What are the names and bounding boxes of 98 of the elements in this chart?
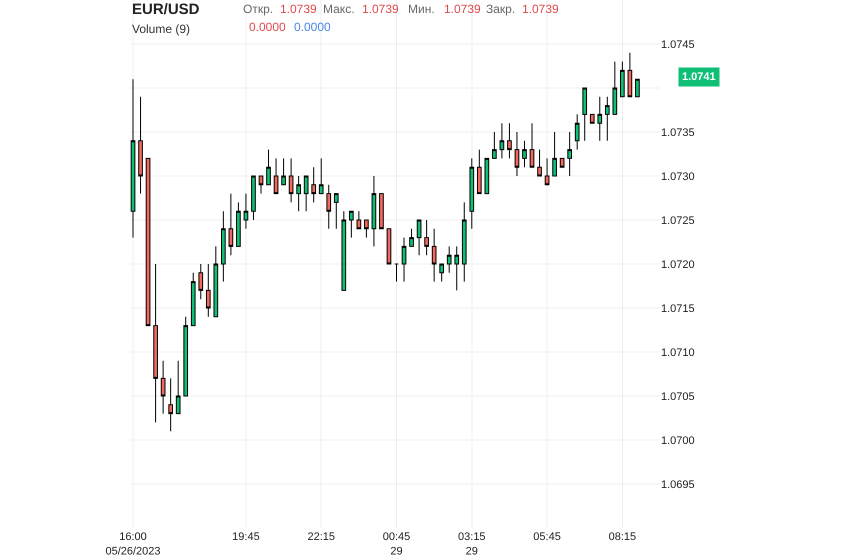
candlestick — [597, 96, 602, 142]
y-tick-label: 1.0735 — [661, 126, 695, 139]
candlestick — [372, 176, 376, 247]
candlestick — [160, 360, 166, 414]
candlestick — [612, 61, 618, 115]
y-tick-label: 1.0695 — [661, 478, 695, 491]
candlestick — [439, 264, 444, 282]
candlestick — [500, 122, 504, 159]
candlestick — [446, 246, 452, 274]
candlestick — [258, 176, 264, 194]
annotation: Мин. — [408, 2, 435, 16]
y-tick-label: 1.0700 — [661, 434, 695, 447]
candlestick — [394, 264, 399, 282]
x-tick-label: 08:15 — [608, 531, 636, 543]
candlestick — [462, 202, 467, 282]
candlestick — [590, 114, 595, 124]
candlestick — [635, 78, 640, 98]
candlestick — [334, 193, 339, 230]
y-tick-label: 1.0715 — [661, 302, 695, 315]
y-tick-label: 1.0730 — [661, 170, 695, 183]
annotation: 0.0000 — [249, 20, 286, 34]
candlestick — [522, 140, 527, 168]
candlestick — [628, 52, 632, 98]
candlestick — [288, 158, 294, 203]
candlestick — [492, 132, 497, 159]
y-tick-label: 1.0720 — [661, 258, 695, 271]
candlestick — [507, 122, 512, 159]
x-tick-label: 22:15 — [307, 531, 335, 543]
candlestick — [454, 246, 460, 291]
candlestick — [304, 176, 309, 212]
candlestick — [544, 158, 550, 186]
candlestick — [424, 220, 429, 256]
y-tick-label: 1.0725 — [661, 214, 695, 227]
candlestick — [251, 176, 256, 220]
candlestick — [206, 264, 211, 318]
candlestick — [432, 228, 436, 282]
x-tick-label: 19:45 — [232, 531, 260, 543]
y-tick-label: 1.0705 — [661, 390, 695, 403]
candlestick — [228, 193, 234, 256]
candlestick — [153, 264, 158, 423]
annotation: 1.0739 — [280, 2, 318, 16]
candlestick — [604, 96, 610, 142]
candlestick — [416, 220, 422, 256]
candlestick — [198, 264, 204, 300]
candlestick — [386, 228, 392, 264]
candlestick — [318, 158, 324, 194]
candlestick — [560, 158, 564, 168]
candlestick — [582, 88, 588, 142]
candlestick — [244, 193, 248, 230]
candlestick — [138, 96, 143, 194]
candlestick — [213, 246, 218, 318]
annotation: Откр. — [243, 2, 274, 16]
candlestick — [514, 132, 520, 176]
candlestick — [311, 166, 316, 203]
candlestick — [266, 149, 271, 186]
candlestick — [409, 228, 414, 247]
x-tick-label: 03:15 29 — [458, 531, 486, 558]
candlestick — [168, 378, 173, 432]
annotation: 0.0000 — [294, 20, 332, 34]
candlestick — [364, 220, 369, 238]
candlestick — [176, 360, 181, 414]
candlestick — [341, 210, 346, 291]
candlestick — [530, 122, 534, 168]
candlestick — [221, 210, 226, 282]
x-tick-label: 05:45 — [533, 531, 561, 543]
candlestick — [146, 158, 150, 326]
chart-title: EUR/USD — [132, 1, 200, 18]
candlestick — [620, 61, 625, 98]
annotation: Макс. — [323, 2, 355, 16]
text: 1.0741 — [682, 71, 716, 83]
annotation: 1.0739 — [444, 2, 482, 16]
candlestick — [402, 237, 406, 282]
candlestick — [379, 193, 384, 230]
candlestick — [469, 158, 474, 230]
candlestick — [537, 149, 542, 176]
annotation: 1.0739 — [522, 2, 560, 16]
candlestick — [476, 149, 482, 194]
x-tick-label: 00:45 29 — [382, 531, 410, 558]
candlestick — [356, 210, 362, 230]
annotation: Volume (9) — [132, 22, 190, 36]
candlestick — [484, 158, 490, 194]
x-tick-label: 16:00 05/26/2023 — [105, 531, 161, 558]
candlestick — [552, 132, 557, 176]
candlestick — [326, 184, 332, 230]
candlestick — [190, 272, 196, 326]
y-tick-label: 1.0710 — [661, 346, 695, 359]
candlestick — [130, 78, 136, 238]
candlestick — [348, 210, 354, 238]
annotation: 1.0739 — [362, 2, 400, 16]
candlestick — [236, 202, 241, 247]
candlestick — [567, 132, 572, 176]
candlestick — [296, 176, 301, 212]
candlestick — [574, 114, 580, 150]
y-tick-label: 1.0745 — [661, 38, 695, 51]
candlestick — [274, 158, 278, 194]
annotation: Закр. — [486, 2, 516, 16]
candlestick — [281, 158, 286, 186]
candlestick — [183, 316, 188, 396]
